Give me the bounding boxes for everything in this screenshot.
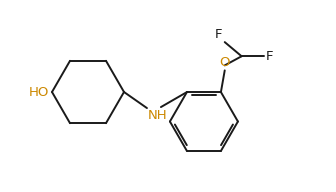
Text: O: O bbox=[219, 56, 230, 69]
Text: NH: NH bbox=[148, 109, 168, 122]
Text: HO: HO bbox=[29, 85, 49, 98]
Text: F: F bbox=[215, 28, 223, 41]
Text: F: F bbox=[265, 50, 273, 63]
